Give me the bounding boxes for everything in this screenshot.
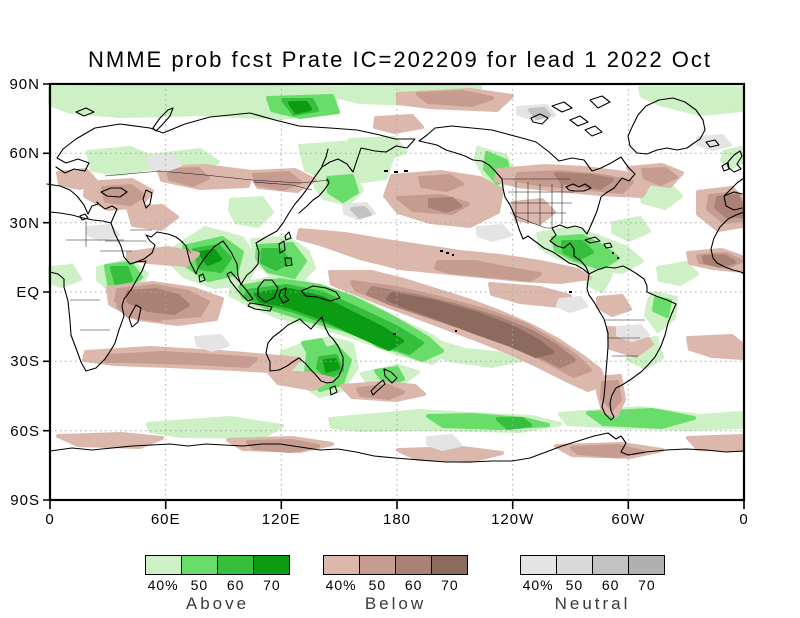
lon-tick-label: 120W xyxy=(491,511,535,528)
plot-frame xyxy=(48,82,746,502)
legend-thresholds: 40% 50 60 70 xyxy=(520,577,665,593)
legend-threshold-label: 40% xyxy=(325,577,357,593)
legend-colorbar xyxy=(323,555,468,575)
lon-tick-label: 0 xyxy=(739,511,749,528)
lon-tick-label: 0 xyxy=(45,511,55,528)
legend-swatch xyxy=(396,556,432,574)
legend-group-above: 40% 50 60 70 Above xyxy=(145,555,290,614)
legend-threshold-label: 70 xyxy=(441,577,459,593)
legend-swatch xyxy=(432,556,467,574)
legend-caption: Neutral xyxy=(554,594,631,613)
legend-swatch xyxy=(521,556,557,574)
legend-swatch xyxy=(182,556,218,574)
legend-threshold-label: 70 xyxy=(638,577,656,593)
legend-threshold-label: 70 xyxy=(263,577,281,593)
axis-ticks xyxy=(43,83,745,509)
legend-swatch xyxy=(324,556,360,574)
legend-swatch xyxy=(146,556,182,574)
legend-group-neutral: 40% 50 60 70 Neutral xyxy=(520,555,665,614)
legend-threshold-label: 50 xyxy=(368,577,387,593)
legend-threshold-label: 60 xyxy=(404,577,423,593)
lon-tick-label: 60W xyxy=(611,511,646,528)
lat-tick-label: EQ xyxy=(16,284,40,301)
legend-threshold-label: 60 xyxy=(601,577,620,593)
legend-caption: Below xyxy=(364,594,427,613)
lon-tick-label: 120E xyxy=(261,511,301,528)
legend-thresholds: 40% 50 60 70 xyxy=(323,577,468,593)
shading-neutral xyxy=(86,104,732,451)
legend-swatch xyxy=(557,556,593,574)
lat-tick-label: 90S xyxy=(10,492,40,509)
lat-tick-label: 60S xyxy=(10,422,40,440)
country-borders xyxy=(66,170,645,357)
lon-tick-label: 60E xyxy=(150,511,181,528)
legend-colorbar xyxy=(520,555,665,575)
legend-colorbar xyxy=(145,555,290,575)
island-dots xyxy=(384,170,619,335)
legend-swatch xyxy=(629,556,664,574)
legend-thresholds: 40% 50 60 70 xyxy=(145,577,290,593)
page-title: NMME prob fcst Prate IC=202209 for lead … xyxy=(88,47,712,72)
lat-tick-label: 30N xyxy=(9,214,40,232)
legend-caption: Above xyxy=(185,594,250,613)
legend-swatch xyxy=(593,556,629,574)
legend-threshold-label: 40% xyxy=(147,577,179,593)
legend-threshold-label: 40% xyxy=(522,577,554,593)
legend-threshold-label: 50 xyxy=(190,577,209,593)
legend-threshold-label: 50 xyxy=(565,577,584,593)
legend-swatch xyxy=(218,556,254,574)
legend-swatch xyxy=(254,556,289,574)
lat-tick-label: 30S xyxy=(10,353,40,371)
legend-group-below: 40% 50 60 70 Below xyxy=(323,555,468,614)
lat-tick-label: 90N xyxy=(9,76,40,93)
coastlines xyxy=(46,95,745,463)
lat-tick-label: 60N xyxy=(9,145,40,163)
legend-threshold-label: 60 xyxy=(226,577,245,593)
lon-tick-label: 180 xyxy=(382,511,412,528)
legend-swatch xyxy=(360,556,396,574)
shading-below xyxy=(56,88,744,463)
